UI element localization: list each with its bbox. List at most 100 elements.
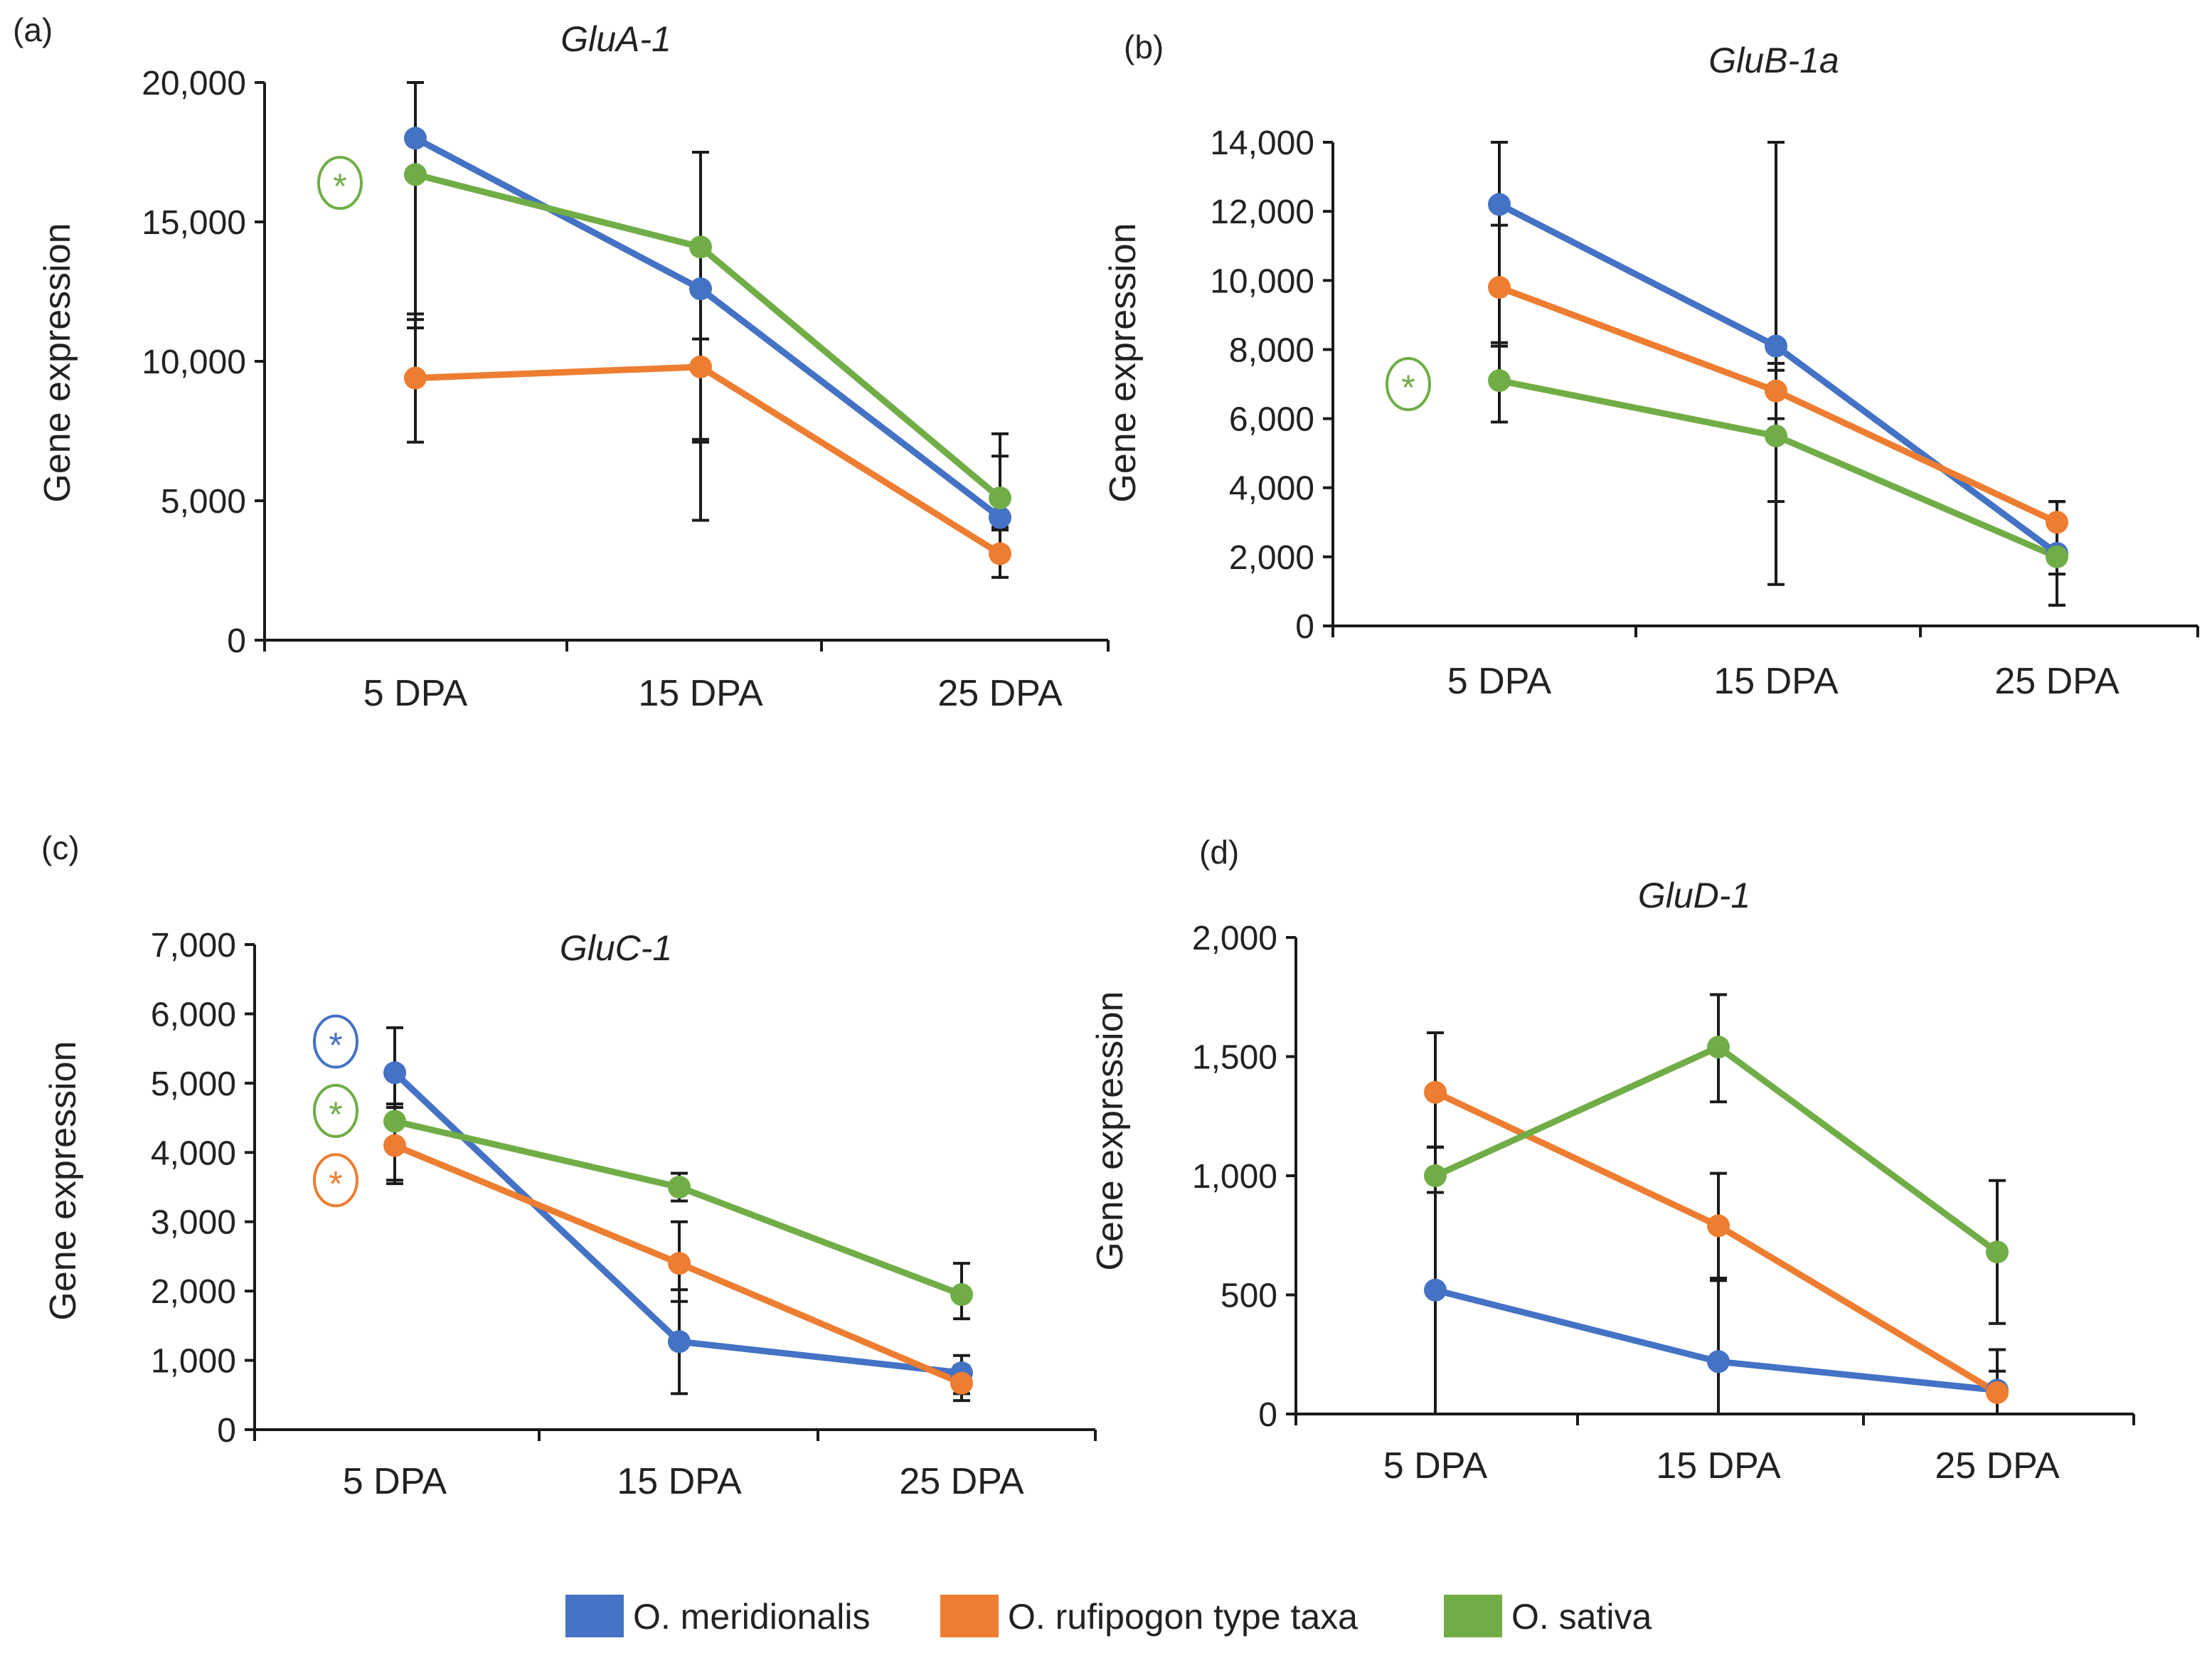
data-point (1424, 1080, 1447, 1104)
significance-asterisk: * (329, 1095, 342, 1134)
y-tick-label: 500 (1221, 1277, 1277, 1315)
data-point (404, 127, 427, 150)
y-tick-label: 12,000 (1210, 193, 1314, 231)
data-point (950, 1283, 973, 1307)
data-point (689, 355, 712, 378)
x-tick-label: 15 DPA (638, 673, 763, 714)
y-axis-label: Gene expression (1102, 223, 1144, 502)
x-tick-label: 5 DPA (343, 1461, 447, 1502)
significance-circle (313, 1014, 358, 1069)
plot-area: 0 500 1,000 1,500 2,000 5 DPA 15 DPA 25 DPA (1192, 920, 2135, 1487)
y-tick-label: 5,000 (161, 483, 246, 521)
significance-asterisk: * (333, 166, 346, 206)
plot-area: 0 1,000 2,000 3,000 4,000 5,000 6,000 7,000 5 DP… (151, 927, 1097, 1502)
panel-label: (d) (1199, 834, 1239, 871)
data-point (989, 487, 1011, 510)
y-tick-label: 6,000 (1229, 401, 1314, 439)
data-point (1765, 334, 1787, 358)
x-tick-label: 15 DPA (1713, 661, 1839, 702)
legend-label-rufipogon: O. rufipogon type taxa (1008, 1597, 1358, 1637)
significance-circle (1386, 357, 1431, 411)
y-tick-label: 3,000 (151, 1204, 236, 1242)
panel-b: (b) GluB-1a Gene expression 0 2,000 4,000 6… (1102, 28, 2199, 702)
data-point (989, 542, 1011, 565)
data-point (668, 1252, 691, 1275)
series-line (412, 363, 1004, 557)
y-tick-label: 10,000 (1210, 262, 1314, 300)
y-tick-label: 4,000 (1229, 470, 1314, 508)
legend-swatch-sativa (1444, 1595, 1502, 1637)
chart-title: GluC-1 (560, 928, 672, 968)
y-tick-label: 2,000 (1192, 920, 1277, 957)
x-tick-label: 25 DPA (1935, 1445, 2060, 1487)
series-line (1496, 377, 2061, 560)
x-tick-label: 25 DPA (937, 673, 1063, 714)
data-point (668, 1330, 691, 1354)
panel-label: (c) (41, 829, 80, 866)
panel-c: (c) GluC-1 Gene expression 0 1,000 2,000 3,… (41, 829, 1097, 1502)
data-point (404, 366, 427, 390)
data-point (2046, 511, 2068, 534)
data-point (1424, 1278, 1447, 1302)
panel-d: (d) GluD-1 Gene expression 0 500 1,000 1,50… (1090, 834, 2135, 1487)
data-point (689, 235, 712, 259)
y-tick-label: 10,000 (142, 344, 246, 381)
data-point (1765, 424, 1787, 447)
y-tick-label: 8,000 (1229, 331, 1314, 369)
data-point (383, 1134, 406, 1157)
x-tick-label: 25 DPA (1994, 661, 2120, 702)
significance-circle (313, 1083, 358, 1138)
data-point (1707, 1036, 1730, 1059)
data-point (1488, 193, 1511, 216)
plot-area: 0 2,000 4,000 6,000 8,000 10,000 12,000 14,000 5… (1210, 124, 2199, 702)
chart-title: GluD-1 (1638, 876, 1750, 915)
data-point (404, 163, 427, 186)
y-tick-label: 1,500 (1192, 1039, 1277, 1077)
y-axis-label: Gene expression (43, 1041, 84, 1320)
panel-label: (a) (13, 11, 53, 48)
data-point (1488, 369, 1511, 393)
significance-asterisk: * (329, 1164, 342, 1203)
y-tick-label: 14,000 (1210, 124, 1314, 162)
data-point (989, 506, 1011, 529)
panel-label: (b) (1124, 28, 1164, 65)
significance-asterisk: * (329, 1025, 342, 1065)
y-tick-label: 1,000 (1192, 1158, 1277, 1196)
series-line (1496, 284, 2061, 526)
data-point (1707, 1214, 1730, 1238)
y-tick-label: 1,000 (151, 1343, 236, 1381)
chart-title: GluB-1a (1708, 41, 1839, 80)
data-point (1986, 1381, 2009, 1404)
data-point (383, 1061, 406, 1085)
y-tick-label: 4,000 (151, 1134, 236, 1172)
x-tick-label: 5 DPA (363, 673, 468, 714)
y-tick-label: 0 (227, 622, 246, 660)
y-axis-label: Gene expression (37, 223, 78, 502)
y-tick-label: 2,000 (151, 1273, 236, 1311)
significance-asterisk: * (1401, 368, 1415, 408)
chart-title: GluA-1 (560, 19, 671, 59)
data-point (1986, 1240, 2009, 1264)
x-tick-label: 5 DPA (1383, 1445, 1488, 1487)
y-tick-label: 6,000 (151, 996, 236, 1033)
x-tick-label: 5 DPA (1447, 661, 1552, 702)
data-point (383, 1110, 406, 1133)
data-point (1488, 276, 1511, 299)
data-point (950, 1371, 973, 1395)
x-tick-label: 15 DPA (617, 1461, 742, 1502)
legend-swatch-meridionalis (565, 1595, 624, 1637)
data-point (2046, 545, 2068, 568)
x-tick-label: 25 DPA (899, 1461, 1024, 1502)
legend-label-sativa: O. sativa (1511, 1597, 1652, 1637)
y-tick-label: 0 (1258, 1396, 1277, 1434)
y-tick-label: 5,000 (151, 1065, 236, 1103)
plot-area: 0 5,000 10,000 15,000 20,000 5 DPA 15 DPA 25 DP… (142, 65, 1110, 714)
significance-circle (313, 1153, 358, 1208)
legend: O. meridionalis O. rufipogon type taxa O… (565, 1595, 1652, 1637)
y-tick-label: 0 (217, 1412, 236, 1450)
data-point (1765, 379, 1787, 403)
y-axis-label: Gene expression (1090, 991, 1131, 1270)
legend-swatch-rufipogon (940, 1595, 999, 1637)
x-tick-label: 15 DPA (1656, 1445, 1781, 1487)
